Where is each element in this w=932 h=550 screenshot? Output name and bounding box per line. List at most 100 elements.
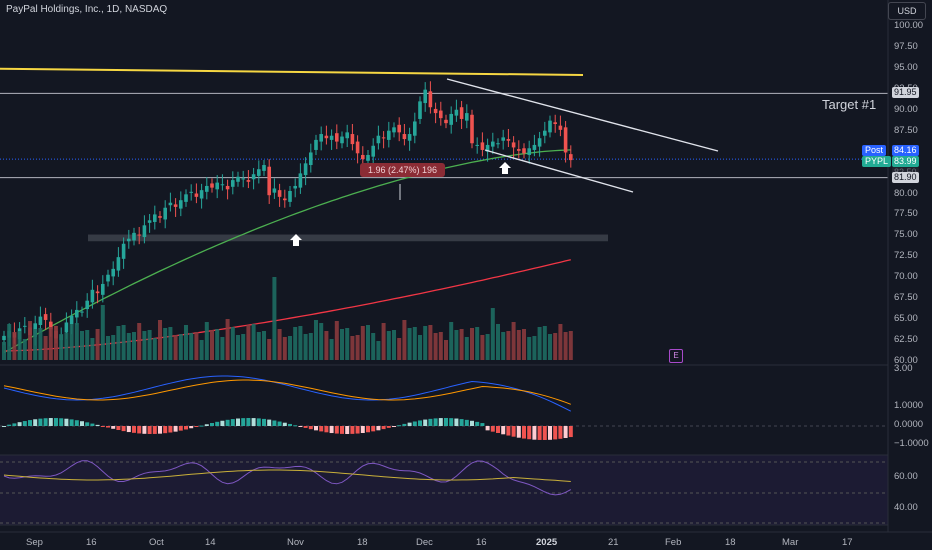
macd-histogram-bar xyxy=(496,426,500,434)
volume-bar xyxy=(184,325,188,360)
candle-body xyxy=(423,89,427,104)
candle-body xyxy=(324,135,329,139)
volume-bar xyxy=(553,333,558,360)
volume-bar xyxy=(163,328,168,360)
volume-bar xyxy=(376,341,381,360)
volume-bar xyxy=(480,335,485,360)
macd-histogram-bar xyxy=(381,426,386,430)
macd-histogram-bar xyxy=(433,418,438,426)
volume-bar xyxy=(43,336,48,360)
macd-histogram-bar xyxy=(558,426,563,439)
macd-histogram-bar xyxy=(428,418,433,426)
macd-histogram-bar xyxy=(241,418,246,426)
support-arrow-icon xyxy=(290,234,302,246)
macd-histogram-bar xyxy=(319,426,324,432)
macd-histogram-bar xyxy=(470,420,474,426)
candle-body xyxy=(485,144,490,152)
price-tick-label: 60.00 xyxy=(894,355,918,366)
candle-body xyxy=(205,185,209,192)
macd-histogram-bar xyxy=(147,426,152,434)
candle-body xyxy=(350,134,355,145)
candle-body xyxy=(392,127,396,133)
volume-bar xyxy=(121,325,126,360)
volume-bar xyxy=(464,337,469,360)
price-tick-label: 75.00 xyxy=(894,229,918,241)
volume-bar xyxy=(210,330,214,360)
volume-bar xyxy=(350,336,355,360)
macd-histogram-bar xyxy=(204,424,209,426)
candle-body xyxy=(319,134,323,142)
volume-bar xyxy=(324,331,329,360)
candle-body xyxy=(85,300,89,310)
volume-bar xyxy=(111,335,116,360)
price-tick-label: 87.50 xyxy=(894,124,918,136)
volume-bar xyxy=(542,326,547,360)
volume-bar xyxy=(100,305,105,360)
candle-body xyxy=(345,132,349,139)
macd-histogram-bar xyxy=(220,420,225,426)
ma50-line xyxy=(3,149,571,354)
macd-histogram-bar xyxy=(423,419,428,426)
macd-histogram-bar xyxy=(168,426,173,433)
macd-histogram-bar xyxy=(2,426,6,427)
macd-histogram-bar xyxy=(184,426,188,430)
macd-histogram-bar xyxy=(272,420,277,426)
candle-body xyxy=(189,191,193,193)
candle-body xyxy=(480,142,485,150)
macd-histogram-bar xyxy=(392,426,396,427)
macd-histogram-bar xyxy=(355,426,360,434)
macd-histogram-bar xyxy=(402,423,407,426)
candle-body xyxy=(147,220,152,223)
time-tick-label: Oct xyxy=(149,537,164,548)
level-tag-81-90: 81.90 xyxy=(892,171,919,183)
candle-body xyxy=(314,139,318,150)
volume-bar xyxy=(137,323,142,360)
candle-body xyxy=(413,121,417,136)
volume-bar xyxy=(106,336,110,360)
macd-histogram-bar xyxy=(17,422,22,426)
macd-histogram-bar xyxy=(43,418,48,426)
currency-button[interactable]: USD xyxy=(888,2,926,20)
macd-histogram-bar xyxy=(74,420,79,426)
macd-histogram-bar xyxy=(90,423,95,426)
macd-histogram-bar xyxy=(80,421,84,426)
volume-bar xyxy=(522,329,526,360)
macd-histogram-bar xyxy=(308,426,313,430)
macd-histogram-bar xyxy=(22,421,27,426)
macd-histogram-bar xyxy=(407,422,412,426)
time-tick-label: Mar xyxy=(782,537,799,548)
candle-body xyxy=(449,113,453,125)
candle-body xyxy=(163,207,167,220)
candle-body xyxy=(381,137,386,139)
price-tick-label: 67.50 xyxy=(894,292,918,304)
volume-bar xyxy=(412,327,417,360)
candle-body xyxy=(158,216,162,218)
volume-bar xyxy=(54,326,58,360)
earnings-icon[interactable]: E xyxy=(669,349,683,363)
macd-histogram-bar xyxy=(563,426,568,439)
macd-histogram-bar xyxy=(142,426,147,434)
volume-bar xyxy=(490,308,495,360)
candle-body xyxy=(225,185,230,190)
candle-body xyxy=(132,232,136,241)
candle-body xyxy=(558,125,563,130)
volume-bar xyxy=(459,329,464,360)
volume-bar xyxy=(444,340,448,360)
macd-histogram-bar xyxy=(412,421,417,426)
candle-body xyxy=(298,173,303,188)
macd-histogram-bar xyxy=(236,418,240,426)
volume-bar xyxy=(506,331,511,360)
macd-histogram-bar xyxy=(532,426,537,440)
volume-bar xyxy=(511,322,516,360)
macd-histogram-bar xyxy=(178,426,183,431)
candle-body xyxy=(361,154,365,160)
candle-body xyxy=(563,127,568,153)
candle-body xyxy=(153,214,157,222)
rsi-ma-line xyxy=(3,469,571,482)
volume-bar xyxy=(85,330,90,360)
candle-body xyxy=(137,234,141,236)
volume-bar xyxy=(251,324,256,360)
candle-body xyxy=(428,91,433,108)
post-tag-label: Post xyxy=(862,145,887,156)
